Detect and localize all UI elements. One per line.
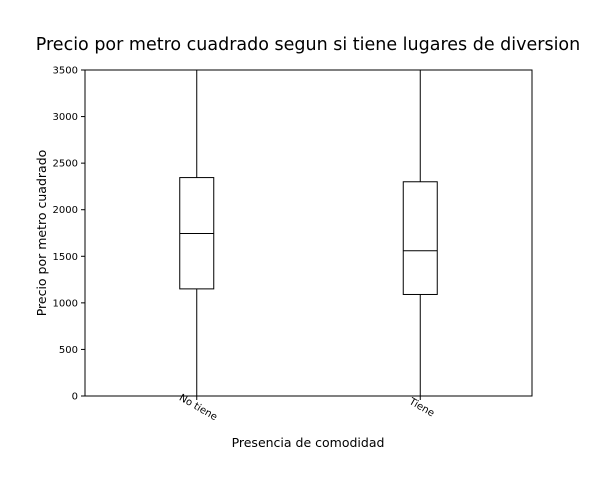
y-tick-label: 0 — [72, 392, 78, 403]
x-tick-label: No tiene — [177, 393, 219, 424]
y-tick-label: 2000 — [53, 205, 78, 216]
y-tick-label: 500 — [59, 345, 78, 356]
y-tick-label: 2500 — [53, 159, 78, 170]
plot-area — [84, 69, 533, 397]
box-2 — [402, 70, 438, 396]
y-tick-label: 3000 — [53, 112, 78, 123]
y-tick-label: 3500 — [53, 66, 78, 77]
box-1 — [179, 70, 215, 396]
y-tick-label: 1500 — [53, 252, 78, 263]
box-series — [179, 70, 438, 396]
chart-title: Precio por metro cuadrado segun si tiene… — [36, 35, 580, 55]
y-tick-label: 1000 — [53, 298, 78, 309]
x-axis: No tiene Tiene — [177, 393, 436, 424]
y-axis-label: Precio por metro cuadrado — [34, 150, 49, 317]
x-tick-label: Tiene — [406, 396, 436, 420]
axes-frame — [84, 69, 533, 397]
iqr-box — [402, 181, 438, 295]
x-axis-label: Presencia de comodidad — [232, 435, 385, 450]
y-axis: 0 500 1000 1500 2000 2500 3000 3500 — [53, 66, 85, 403]
